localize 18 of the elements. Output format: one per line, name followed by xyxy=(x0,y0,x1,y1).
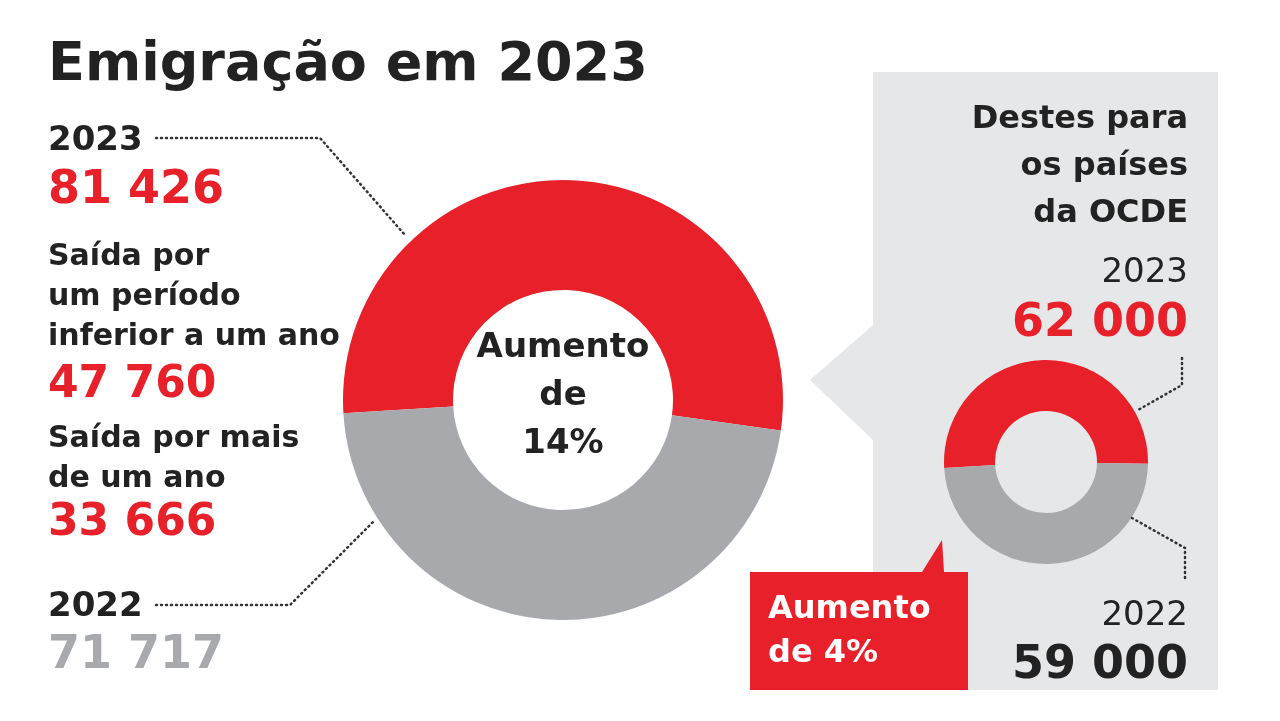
slice-label: 2022 xyxy=(1101,593,1188,633)
data-label: 59 000 xyxy=(1011,635,1188,689)
text: 47 760 xyxy=(48,356,217,407)
chart-title: Emigração em 2023 xyxy=(48,30,648,93)
text: Saída por mais de um ano xyxy=(48,419,300,494)
slice-label: 2023 xyxy=(48,118,143,158)
data-label: 81 426 xyxy=(48,160,225,214)
text: Saída por um período inferior a um ano xyxy=(48,237,340,352)
text: Aumento de 4% xyxy=(768,588,931,670)
text: Aumento de 14% xyxy=(476,325,650,461)
data-label: 62 000 xyxy=(1011,293,1188,347)
donut-slice xyxy=(944,360,1148,469)
data-label: 71 717 xyxy=(48,625,225,679)
text: 33 666 xyxy=(48,494,217,545)
chart-title: Destes para os países da OCDE xyxy=(971,98,1188,230)
donut-slice xyxy=(944,462,1148,564)
slice-label: 2022 xyxy=(48,584,143,624)
slice-label: 2023 xyxy=(1101,250,1188,290)
